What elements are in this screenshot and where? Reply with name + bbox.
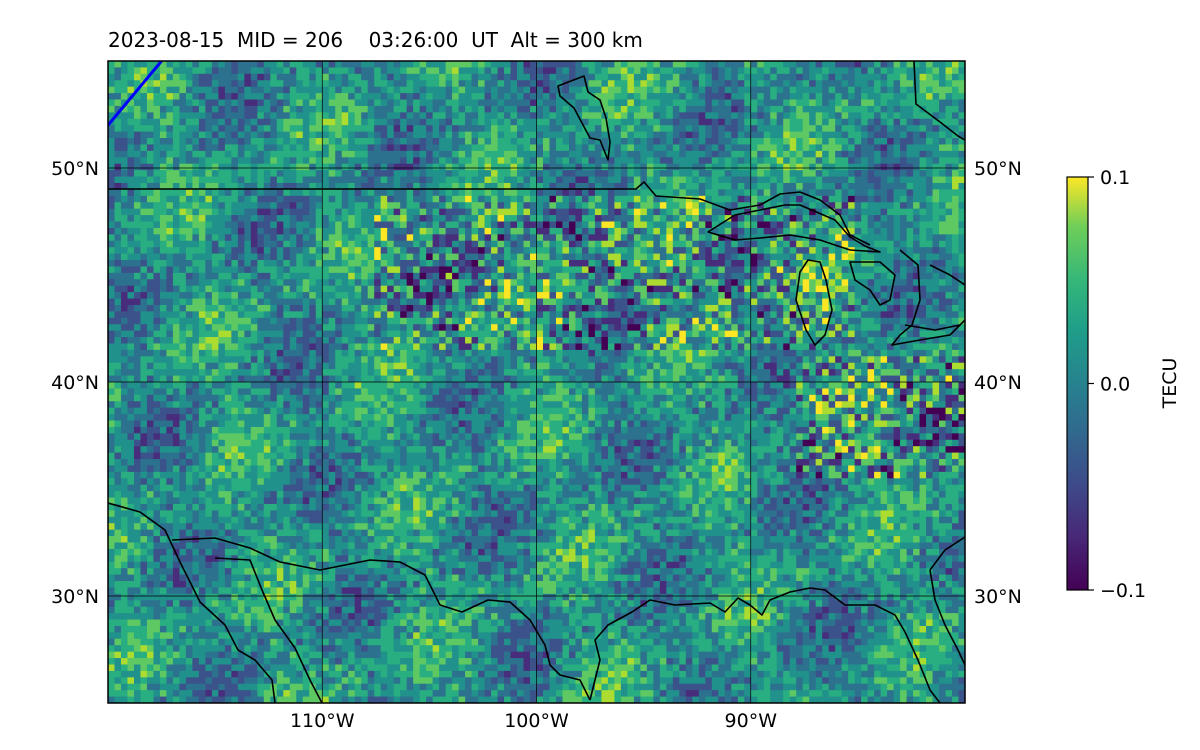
lat-tick-label-left: 40°N (51, 372, 99, 394)
lake-michigan (795, 259, 833, 346)
lat-tick-label-left: 30°N (51, 586, 99, 608)
colorbar-tick-label: −0.1 (1100, 580, 1146, 602)
hudson-bay-coastline (557, 75, 611, 161)
colorbar-label: TECU (1159, 358, 1181, 410)
colorbar-tick-label: 0.1 (1100, 167, 1130, 189)
gulf-of-mexico-coast (589, 587, 941, 703)
great-lakes-east (891, 249, 965, 346)
colorbar-gradient (1067, 177, 1088, 590)
colorbar-tick-label: 0.0 (1100, 374, 1130, 396)
satellite-track-line (108, 61, 163, 127)
lake-huron (849, 261, 896, 306)
pacific-coastline (108, 502, 276, 703)
lake-superior (707, 204, 881, 253)
florida-coast (929, 536, 965, 666)
us-mexico-border (171, 537, 591, 701)
map-title: 2023-08-15 MID = 206 03:26:00 UT Alt = 3… (108, 28, 643, 52)
lat-tick-label-left: 50°N (51, 158, 99, 180)
lat-tick-label-right: 30°N (974, 586, 1022, 608)
lon-tick-label: 100°W (504, 710, 569, 732)
us-canada-border (108, 181, 871, 246)
baja-peninsula (214, 557, 323, 703)
lon-tick-label: 90°W (725, 710, 778, 732)
lat-tick-label-right: 40°N (974, 372, 1022, 394)
lat-tick-label-right: 50°N (974, 158, 1022, 180)
lon-tick-label: 110°W (290, 710, 355, 732)
map-frame (107, 60, 966, 704)
hudson-bay-east-coastline (913, 61, 965, 141)
map-gridlines (108, 61, 965, 703)
